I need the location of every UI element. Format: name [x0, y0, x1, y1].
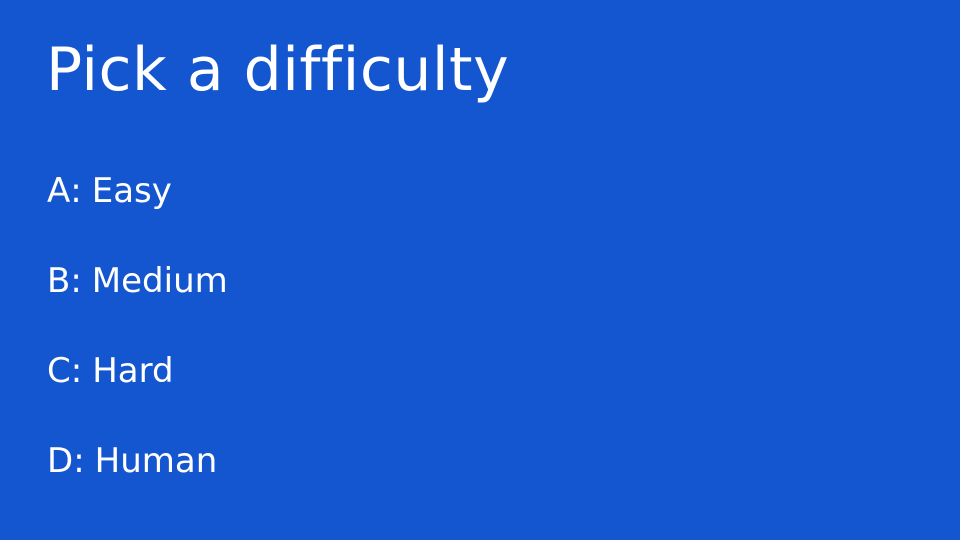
option-separator: : — [73, 441, 85, 481]
difficulty-option-hard[interactable]: C: Hard — [47, 351, 228, 442]
page-title: Pick a difficulty — [46, 35, 510, 105]
difficulty-option-easy[interactable]: A: Easy — [47, 171, 228, 262]
difficulty-option-medium[interactable]: B: Medium — [47, 261, 228, 352]
option-key: B — [47, 261, 71, 301]
option-label: Easy — [91, 171, 172, 211]
option-separator: : — [70, 261, 82, 301]
option-label: Medium — [91, 261, 228, 301]
option-separator: : — [70, 351, 83, 391]
difficulty-options-list: A: Easy B: Medium C: Hard D: Human — [47, 171, 228, 532]
option-label: Hard — [92, 351, 174, 391]
option-key: A — [47, 171, 71, 211]
option-separator: : — [70, 171, 82, 211]
difficulty-option-human[interactable]: D: Human — [47, 441, 228, 532]
option-label: Human — [94, 441, 218, 481]
option-key: C — [47, 351, 71, 391]
option-key: D — [47, 441, 74, 481]
